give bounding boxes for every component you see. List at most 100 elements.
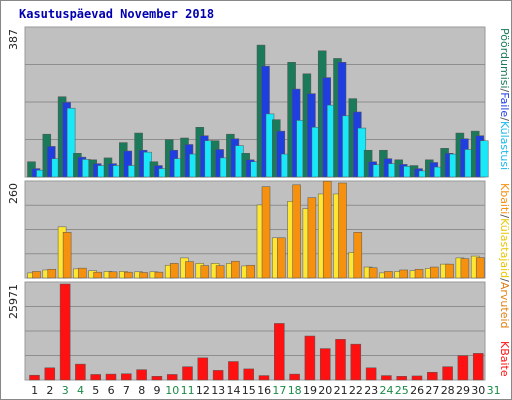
bar <box>304 335 316 381</box>
ymax-label-middle: 260 <box>7 183 20 204</box>
x-tick-label: 8 <box>138 384 145 397</box>
x-tick-label: 1 <box>31 384 38 397</box>
legend-item: / <box>498 117 511 121</box>
bar <box>44 367 56 381</box>
ymax-label-top: 387 <box>7 29 20 50</box>
bar <box>399 269 408 279</box>
legend-item: Arvuteid <box>498 282 511 329</box>
x-tick-label: 14 <box>227 384 241 397</box>
bar <box>231 260 240 279</box>
bar <box>212 370 224 381</box>
x-tick-label: 11 <box>181 384 195 397</box>
legend-top: Pöördumisi/Faile/Külastusi <box>498 28 511 170</box>
x-tick-label: 22 <box>349 384 363 397</box>
x-tick-label: 2 <box>46 384 53 397</box>
bar <box>365 367 377 381</box>
bar <box>32 271 41 279</box>
bar <box>136 369 147 381</box>
bar <box>381 375 392 381</box>
bar <box>75 363 86 381</box>
bar <box>384 271 393 279</box>
x-tick-label: 6 <box>108 384 115 397</box>
bar <box>78 267 87 279</box>
bar <box>29 374 40 381</box>
bar <box>472 353 484 381</box>
x-tick-label: 24 <box>380 384 394 397</box>
bar <box>430 266 439 279</box>
x-tick-label: 23 <box>364 384 378 397</box>
x-tick-label: 27 <box>425 384 439 397</box>
legend-item: Pöördumisi <box>498 28 511 89</box>
bar <box>350 343 362 381</box>
bar <box>243 368 254 381</box>
bar <box>457 355 469 381</box>
bar <box>124 271 133 279</box>
legend-item: / <box>498 214 511 218</box>
x-tick-label: 20 <box>318 384 332 397</box>
bar <box>228 361 239 381</box>
bar <box>66 107 76 178</box>
legend-item: Kbaiti <box>498 183 511 214</box>
bar <box>258 375 270 381</box>
bar <box>215 265 225 279</box>
bar <box>274 323 285 381</box>
bar <box>93 271 102 279</box>
legend-item: Külastajaid <box>498 218 511 278</box>
bar <box>442 366 453 381</box>
bar <box>166 374 178 381</box>
bar <box>169 263 179 279</box>
bar <box>322 180 332 279</box>
bar <box>62 232 72 279</box>
bar <box>200 265 210 279</box>
x-tick-label: 13 <box>211 384 225 397</box>
legend-middle: Kbaiti/Külastajaid/Arvuteid <box>498 183 511 329</box>
x-tick-label: 31 <box>487 384 501 397</box>
bar <box>319 348 331 381</box>
legend-item: Külastusi <box>498 121 511 170</box>
x-tick-label: 29 <box>456 384 470 397</box>
x-tick-label: 18 <box>288 384 302 397</box>
bar <box>151 376 163 381</box>
x-tick-label: 17 <box>272 384 286 397</box>
bar <box>139 272 148 279</box>
legend-item: KBaite <box>498 341 511 377</box>
bar <box>396 376 407 381</box>
bar <box>414 268 424 279</box>
bar <box>121 373 132 381</box>
bar <box>338 182 347 279</box>
bar <box>261 186 271 279</box>
x-tick-label: 30 <box>471 384 485 397</box>
bar <box>108 271 118 279</box>
ymax-label-bottom: 25971 <box>7 284 20 319</box>
legend-item: / <box>498 89 511 93</box>
chart-title: Kasutuspäevad November 2018 <box>19 7 215 21</box>
bar <box>479 140 489 178</box>
bar <box>182 366 193 381</box>
bar <box>292 184 301 279</box>
bar <box>59 283 71 381</box>
legend-bottom: KBaite <box>498 341 511 377</box>
bar <box>445 263 454 279</box>
bar <box>185 261 194 279</box>
bar <box>368 267 378 279</box>
bar <box>427 371 438 381</box>
legend-item: / <box>498 278 511 282</box>
bar <box>154 271 164 279</box>
bar <box>289 373 300 381</box>
x-tick-label: 5 <box>92 384 99 397</box>
bar <box>460 258 470 279</box>
bar <box>105 373 117 381</box>
x-tick-label: 7 <box>123 384 130 397</box>
x-tick-label: 16 <box>257 384 271 397</box>
x-tick-label: 4 <box>77 384 84 397</box>
x-tick-label: 15 <box>242 384 256 397</box>
x-tick-label: 25 <box>395 384 409 397</box>
bar <box>335 339 346 381</box>
bar <box>90 374 101 381</box>
x-tick-label: 12 <box>196 384 210 397</box>
x-tick-label: 21 <box>334 384 348 397</box>
bar <box>47 268 57 279</box>
bar <box>353 232 363 279</box>
